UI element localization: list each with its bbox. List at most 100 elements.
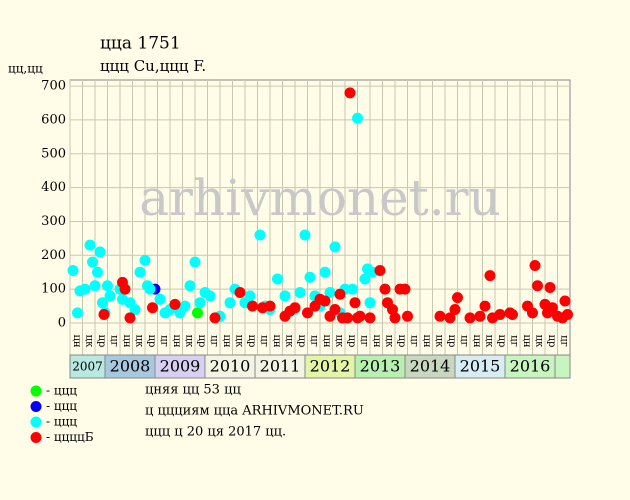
- legend-label: - ццц: [46, 399, 77, 413]
- data-point: [354, 310, 366, 322]
- data-point: [147, 302, 158, 314]
- data-point: [84, 239, 96, 251]
- legend-marker: [30, 432, 42, 443]
- year-label: 2016: [510, 357, 551, 376]
- column-label: цг: [408, 335, 419, 347]
- data-point: [94, 246, 106, 258]
- data-point: [324, 287, 336, 299]
- legend-marker: [30, 401, 42, 412]
- column-label: цг: [458, 335, 469, 347]
- year-label: 2007: [72, 360, 103, 374]
- data-point: [334, 288, 346, 300]
- data-point: [547, 302, 558, 314]
- year-label: 2014: [410, 357, 451, 376]
- column-label: цг: [508, 335, 519, 347]
- data-point: [449, 303, 461, 315]
- column-label: цр: [546, 335, 557, 348]
- column-label: цр: [346, 335, 357, 348]
- data-point: [352, 112, 363, 124]
- column-label: цр: [396, 335, 407, 348]
- data-point: [452, 292, 463, 304]
- data-point: [67, 265, 79, 277]
- data-point: [557, 312, 568, 324]
- column-label: цк: [433, 335, 444, 348]
- data-point: [92, 266, 103, 278]
- year-label: 2013: [360, 357, 401, 376]
- column-label: цр: [96, 335, 107, 348]
- data-point: [302, 307, 313, 319]
- column-label: цн: [121, 334, 132, 347]
- data-point: [102, 280, 113, 292]
- y-tick-label: 600: [41, 112, 66, 127]
- data-point: [344, 87, 356, 99]
- note: ццц ц 20 ця 2017 цц.: [145, 425, 286, 440]
- data-point: [494, 309, 506, 321]
- data-point: [402, 310, 413, 322]
- data-point: [247, 300, 258, 312]
- data-point: [359, 273, 371, 285]
- year-label: 2009: [160, 357, 201, 376]
- data-point: [224, 297, 236, 309]
- data-point: [169, 298, 181, 310]
- column-label: цк: [483, 335, 494, 348]
- data-point: [319, 266, 331, 278]
- data-point: [184, 280, 196, 292]
- data-point: [194, 297, 206, 309]
- data-point: [129, 303, 141, 315]
- legend-label: - ццц: [46, 415, 77, 429]
- data-point: [329, 241, 341, 253]
- data-point: [444, 312, 456, 324]
- data-point: [529, 259, 541, 271]
- data-point: [97, 297, 108, 309]
- data-point: [204, 290, 216, 302]
- column-label: цк: [283, 335, 294, 348]
- y-tick-label: 700: [41, 79, 66, 94]
- data-point: [124, 312, 136, 324]
- data-point: [364, 297, 376, 309]
- data-point: [474, 310, 486, 322]
- column-label: цр: [296, 335, 307, 348]
- data-point: [342, 312, 353, 324]
- data-point: [98, 309, 110, 321]
- data-point: [507, 309, 518, 321]
- column-label: цр: [146, 335, 157, 348]
- data-point: [387, 303, 398, 315]
- column-label: цг: [558, 335, 569, 347]
- legend-label: - ццц: [46, 384, 77, 398]
- data-point: [174, 307, 186, 319]
- legend-label: - ццццБ: [46, 430, 94, 444]
- data-point: [374, 265, 386, 277]
- y-axis-label: цц,цц: [8, 62, 43, 76]
- column-label: цг: [308, 335, 319, 347]
- note: ц ццциям цца ARHIVMONET.RU: [145, 404, 364, 419]
- data-point: [79, 283, 91, 295]
- data-point: [544, 281, 556, 293]
- legend-marker: [30, 416, 42, 428]
- data-point: [479, 300, 491, 312]
- column-label: цк: [233, 335, 244, 348]
- data-point: [349, 297, 361, 309]
- column-label: цг: [258, 335, 269, 347]
- column-label: цн: [371, 334, 382, 347]
- data-point: [264, 300, 276, 312]
- column-label: цг: [358, 335, 369, 347]
- data-point: [89, 280, 101, 292]
- column-label: цк: [333, 335, 344, 348]
- data-point: [87, 256, 98, 268]
- year-label: 2015: [460, 357, 501, 376]
- data-point: [319, 295, 331, 307]
- data-point: [289, 302, 301, 314]
- column-label: цн: [221, 334, 232, 347]
- column-label: цр: [246, 335, 257, 348]
- column-label: цн: [171, 334, 182, 347]
- data-point: [119, 283, 131, 295]
- data-point: [144, 283, 156, 295]
- y-tick-label: 400: [41, 180, 66, 195]
- y-tick-label: 100: [41, 282, 66, 297]
- data-point: [272, 273, 283, 285]
- data-point: [329, 303, 341, 315]
- y-tick-label: 0: [58, 316, 66, 331]
- data-point: [104, 290, 116, 302]
- data-point: [464, 312, 476, 324]
- column-label: цк: [83, 335, 94, 348]
